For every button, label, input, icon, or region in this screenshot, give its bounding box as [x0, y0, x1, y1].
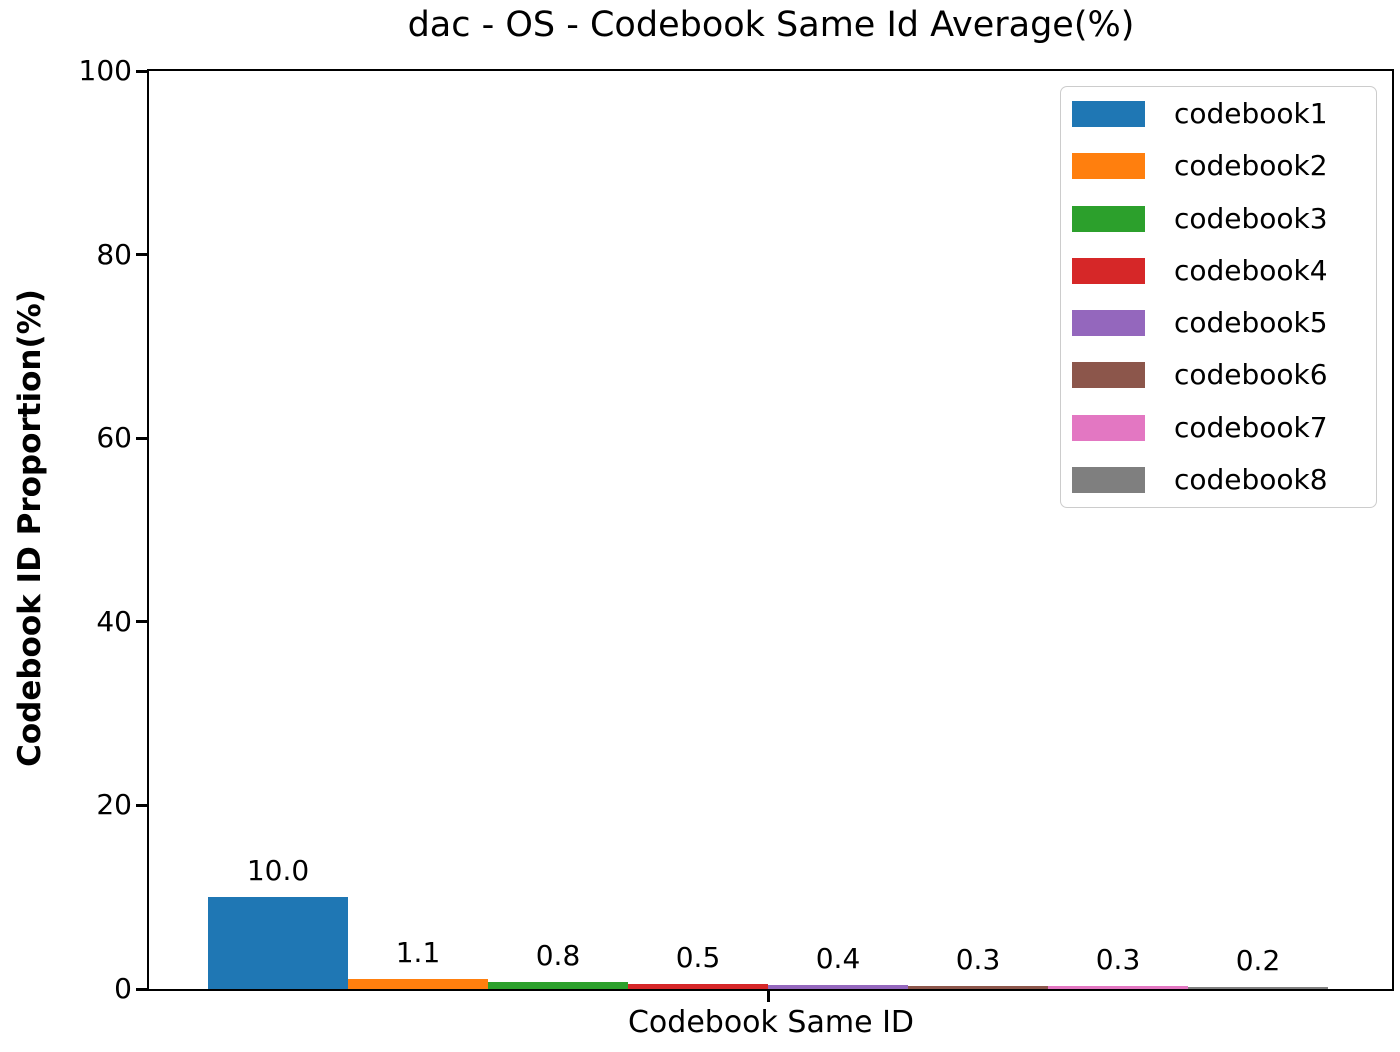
bar-value-label-codebook1: 10.0 [246, 854, 310, 888]
bar-value-label-codebook2: 1.1 [395, 935, 441, 969]
legend-item-codebook1: codebook1 [1072, 100, 1366, 128]
legend-item-codebook8: codebook8 [1072, 462, 1366, 496]
legend-label-codebook3: codebook3 [1174, 201, 1328, 235]
y-tick-40 [136, 620, 147, 624]
legend-item-codebook7: codebook7 [1072, 410, 1366, 444]
chart-title: dac - OS - Codebook Same Id Average(%) [407, 5, 1135, 45]
bar-codebook3 [488, 981, 628, 989]
y-tick-label-80: 80 [96, 237, 132, 271]
legend-swatch-codebook2 [1072, 153, 1145, 180]
bar-value-label-codebook6: 0.3 [955, 943, 1001, 977]
y-tick-label-20: 20 [96, 788, 132, 822]
bar-codebook6 [908, 986, 1048, 989]
bar-codebook5 [768, 985, 908, 989]
bar-value-label-codebook3: 0.8 [535, 938, 581, 972]
legend-item-codebook6: codebook6 [1072, 361, 1366, 389]
legend-item-codebook3: codebook3 [1072, 201, 1366, 235]
y-tick-80 [136, 253, 147, 257]
y-tick-100 [136, 69, 147, 73]
legend-swatch-codebook7 [1072, 414, 1145, 441]
y-tick-20 [136, 803, 147, 807]
y-tick-label-60: 60 [96, 421, 132, 455]
legend-label-codebook6: codebook6 [1174, 358, 1328, 392]
legend-label-codebook2: codebook2 [1174, 149, 1328, 183]
plot-area: codebook1 codebook2 codebook3 codebook4 code… [147, 69, 1394, 991]
y-tick-label-100: 100 [78, 54, 132, 87]
bar-value-label-codebook7: 0.3 [1095, 943, 1141, 977]
legend-item-codebook2: codebook2 [1072, 152, 1366, 180]
bar-value-label-codebook4: 0.5 [675, 941, 721, 975]
bar-codebook4 [628, 984, 768, 989]
y-axis-label: Codebook ID Proportion(%) [12, 289, 48, 767]
bar-codebook1 [208, 897, 348, 989]
y-tick-label-0: 0 [114, 972, 132, 1005]
y-tick-label-40: 40 [96, 604, 132, 638]
legend-swatch-codebook1 [1072, 101, 1145, 127]
legend-item-codebook5: codebook5 [1072, 309, 1366, 337]
legend-label-codebook1: codebook1 [1174, 97, 1328, 130]
legend-label-codebook7: codebook7 [1174, 410, 1328, 444]
y-tick-0 [136, 987, 147, 991]
legend: codebook1 codebook2 codebook3 codebook4 code… [1060, 86, 1377, 508]
bar-codebook2 [348, 978, 488, 989]
x-axis-label: Codebook Same ID [627, 1005, 915, 1040]
y-tick-60 [136, 436, 147, 440]
legend-item-codebook4: codebook4 [1072, 253, 1366, 287]
bar-codebook8 [1188, 987, 1328, 989]
legend-swatch-codebook6 [1072, 362, 1145, 389]
legend-label-codebook5: codebook5 [1174, 306, 1328, 340]
bar-value-label-codebook8: 0.2 [1235, 944, 1281, 978]
legend-label-codebook4: codebook4 [1174, 253, 1328, 287]
legend-label-codebook8: codebook8 [1174, 462, 1328, 496]
legend-swatch-codebook4 [1072, 257, 1145, 284]
bar-codebook7 [1048, 986, 1188, 989]
legend-swatch-codebook8 [1072, 466, 1145, 493]
legend-swatch-codebook3 [1072, 205, 1145, 232]
bar-value-label-codebook5: 0.4 [815, 942, 861, 976]
x-tick-center [766, 991, 770, 1002]
legend-swatch-codebook5 [1072, 310, 1145, 337]
